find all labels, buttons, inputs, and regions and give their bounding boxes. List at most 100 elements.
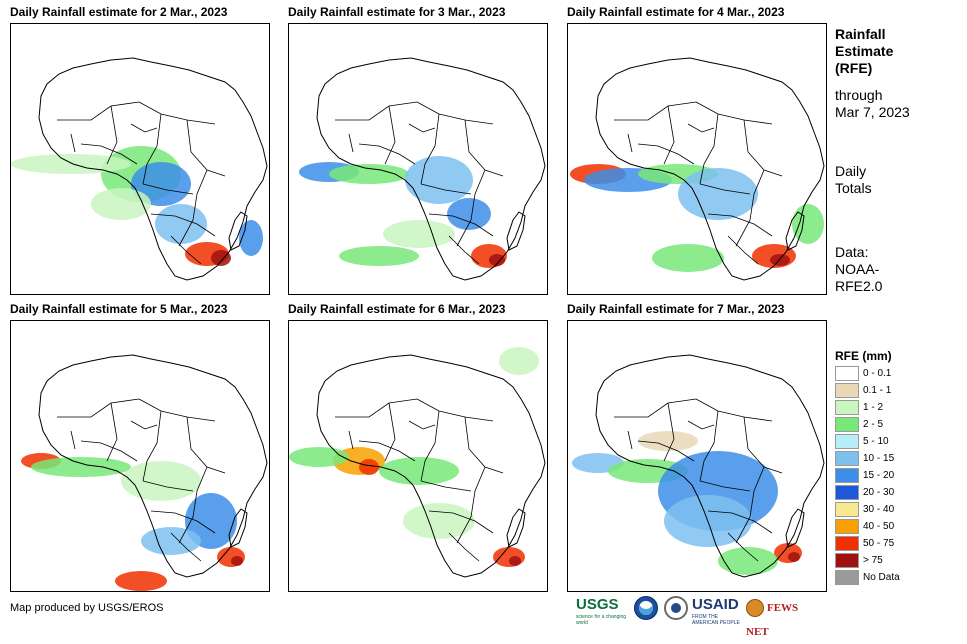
country-border [743,416,783,474]
legend-item: 20 - 30 [835,485,945,502]
africa-map-graphic [21,354,268,591]
coastline [316,354,546,578]
totals-label: Daily Totals [835,163,945,197]
country-border [614,398,697,418]
through-label: through [835,87,883,103]
legend-label: 30 - 40 [863,504,895,515]
country-border [138,398,216,422]
fews-net-logo: FEWS NET [746,596,822,638]
country-border [384,402,396,462]
legend-item: 1 - 2 [835,400,945,417]
country-border [186,119,226,177]
legend-item: 5 - 10 [835,434,945,451]
data-source-line: NOAA- [835,261,880,277]
rainfall-area [383,220,455,248]
rainfall-area [638,431,698,451]
rainfall-area [447,198,491,230]
legend-label: 0.1 - 1 [863,385,892,396]
country-border [699,113,719,185]
usaid-tagline: FROM THE AMERICAN PEOPLE [692,614,740,626]
legend-swatch [835,400,859,415]
country-border [408,420,436,430]
rainfall-map [288,23,548,295]
legend-item: 10 - 15 [835,451,945,468]
partner-logos: USGS science for a changing world USAID … [576,596,826,638]
coastline [595,57,825,281]
legend-item: No Data [835,570,945,587]
rainfall-area [489,254,505,266]
rainfall-map [288,320,548,592]
legend-swatch [835,417,859,432]
product-title: Rainfall Estimate (RFE) [835,26,945,77]
legend-swatch [835,451,859,466]
legend-title: RFE (mm) [835,349,892,363]
country-border [106,105,118,165]
rainfall-area [115,571,167,591]
legend-swatch [835,434,859,449]
country-border [80,143,138,165]
country-border [456,169,486,247]
country-border [57,101,140,121]
rainfall-area [499,347,539,375]
legend-label: 2 - 5 [863,419,884,430]
coastline [38,354,268,578]
rainfall-area [131,162,191,206]
country-border [358,440,416,462]
rainfall-area [231,556,243,566]
rainfall-map [567,23,827,295]
country-border [138,101,216,125]
legend-label: 5 - 10 [863,436,889,447]
country-border [358,143,416,165]
country-border [142,410,162,482]
credit-text: Map produced by USGS/EROS [10,602,164,614]
noaa-logo [634,596,658,620]
seal-logo [664,596,688,620]
country-border [106,402,118,462]
country-border [178,466,208,544]
legend-swatch [835,553,859,568]
madagascar-outline [785,508,805,548]
legend-swatch [835,366,859,381]
country-border [348,430,354,450]
rainfall-area [770,254,790,266]
panel-title: Daily Rainfall estimate for 5 Mar., 2023 [10,302,228,316]
country-border [70,430,76,450]
country-border [130,123,158,133]
rainfall-area [11,154,131,174]
country-border [687,420,715,430]
madagascar-outline [506,508,526,548]
country-border [695,398,773,422]
legend-item: 0 - 0.1 [835,366,945,383]
panel-title: Daily Rainfall estimate for 2 Mar., 2023 [10,5,228,19]
rainfall-map [10,320,270,592]
usaid-logo: USAID FROM THE AMERICAN PEOPLE [692,596,744,626]
rainfall-area [329,164,409,184]
country-border [637,440,695,462]
totals-line: Totals [835,180,872,196]
rainfall-area [792,204,824,244]
country-border [663,402,675,462]
legend-label: 15 - 20 [863,470,895,481]
panel-title: Daily Rainfall estimate for 4 Mar., 2023 [567,5,785,19]
legend-item: 0.1 - 1 [835,383,945,400]
legend-item: 30 - 40 [835,502,945,519]
country-border [428,510,494,534]
country-border [80,440,138,462]
coastline [316,57,546,281]
madagascar-outline [228,508,248,548]
country-border [150,213,216,237]
usgs-logo: USGS science for a changing world [576,596,632,626]
country-border [614,101,697,121]
data-source: Data: NOAA- RFE2.0 [835,244,945,295]
rainfall-area [403,503,475,539]
legend-label: 0 - 0.1 [863,368,892,379]
legend-label: 1 - 2 [863,402,884,413]
country-border [464,119,504,177]
globe-icon [746,599,764,618]
country-border [335,398,418,418]
totals-line: Daily [835,163,867,179]
country-border [699,480,751,492]
country-border [170,532,202,562]
legend-item: 40 - 50 [835,519,945,536]
country-border [687,123,715,133]
